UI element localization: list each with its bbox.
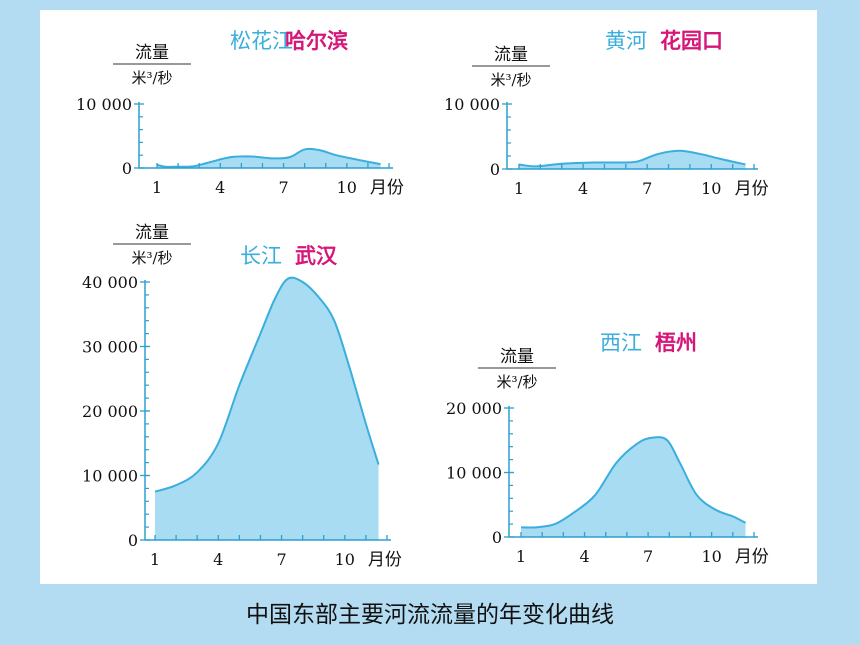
x-tick-label: 10 [701,179,721,198]
river-name: 松花江 [230,29,293,53]
y-tick-label: 0 [492,528,502,547]
y-axis-label: 流量 [500,347,534,367]
x-tick-label: 7 [276,550,286,569]
figure-caption: 中国东部主要河流流量的年变化曲线 [246,602,614,628]
y-axis-label: 流量 [135,43,169,63]
flow-area [521,437,746,537]
x-tick-label: 7 [643,547,653,566]
y-tick-label: 10 000 [76,95,132,114]
x-tick-label: 7 [642,179,652,198]
x-tick-label: 4 [215,178,225,197]
y-tick-label: 10 000 [446,464,502,483]
station-name: 花园口 [660,28,723,53]
x-tick-label: 1 [152,178,162,197]
x-tick-label: 10 [701,547,721,566]
river-name: 黄河 [605,29,647,53]
x-axis-label: 月份 [370,178,404,198]
y-tick-label: 20 000 [446,399,502,418]
x-tick-label: 1 [150,550,160,569]
flow-line [520,436,746,529]
y-tick-label: 0 [128,531,138,550]
y-tick-label: 40 000 [82,273,138,292]
y-axis-unit: 米³/秒 [131,69,172,87]
station-name: 哈尔滨 [285,28,348,53]
x-axis-label: 月份 [735,547,769,567]
chart-panel: 松花江 哈尔滨 流量 米³/秒 0 10 000 1 4 7 10 月份 黄河 花园口 流量 米³/秒 0 10… [40,10,817,584]
x-axis-label: 月份 [735,179,769,199]
y-axis-unit: 米³/秒 [131,249,172,267]
x-tick-label: 4 [578,179,588,198]
y-tick-label: 10 000 [82,467,138,486]
y-tick-label: 0 [122,159,132,178]
y-axis-label: 流量 [135,223,169,243]
y-axis-unit: 米³/秒 [490,71,531,89]
flow-area [519,150,746,169]
y-tick-label: 20 000 [82,402,138,421]
x-tick-label: 4 [213,550,223,569]
y-axis-unit: 米³/秒 [496,373,537,391]
river-name: 长江 [240,244,282,268]
x-tick-label: 1 [516,547,526,566]
x-tick-label: 10 [337,178,357,197]
y-axis-label: 流量 [494,45,528,65]
river-name: 西江 [600,331,642,355]
flow-line [518,149,746,168]
y-tick-label: 0 [490,160,500,179]
y-tick-label: 30 000 [82,338,138,357]
y-tick-label: 10 000 [444,95,500,114]
station-name: 武汉 [295,243,338,268]
x-tick-label: 4 [579,547,589,566]
x-tick-label: 10 [335,550,355,569]
x-tick-label: 7 [278,178,288,197]
station-name: 梧州 [655,330,697,355]
x-tick-label: 1 [514,179,524,198]
flow-area [155,277,379,540]
flow-line [156,147,381,168]
flow-line [154,276,380,493]
x-axis-label: 月份 [368,550,402,570]
